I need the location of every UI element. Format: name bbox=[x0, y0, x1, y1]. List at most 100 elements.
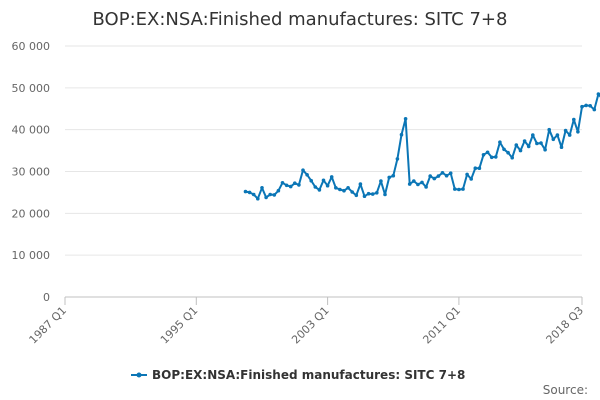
legend-item-label: BOP:EX:NSA:Finished manufactures: SITC 7… bbox=[152, 368, 465, 382]
source-label[interactable]: Source: bbox=[543, 383, 588, 397]
data-point[interactable] bbox=[329, 175, 334, 179]
data-point[interactable] bbox=[576, 130, 580, 134]
data-point[interactable] bbox=[448, 171, 453, 175]
data-point[interactable] bbox=[366, 191, 371, 196]
data-point[interactable] bbox=[580, 104, 584, 109]
data-point[interactable] bbox=[428, 174, 433, 178]
data-point[interactable] bbox=[502, 147, 506, 152]
data-point[interactable] bbox=[461, 187, 465, 191]
data-point[interactable] bbox=[526, 144, 531, 149]
data-point[interactable] bbox=[584, 103, 588, 108]
data-point[interactable] bbox=[313, 185, 318, 189]
data-point[interactable] bbox=[572, 117, 576, 122]
data-point[interactable] bbox=[301, 168, 305, 172]
data-point[interactable] bbox=[255, 196, 260, 201]
y-axis-ticks: 60 000 50 000 40 000 30 000 20 000 10 000 0 bbox=[12, 40, 51, 304]
data-point[interactable] bbox=[362, 194, 367, 198]
y-tick-label: 0 bbox=[43, 291, 50, 304]
data-point[interactable] bbox=[260, 186, 264, 190]
data-point[interactable] bbox=[440, 171, 445, 175]
data-point[interactable] bbox=[247, 190, 252, 195]
y-tick-label: 20 000 bbox=[12, 207, 51, 220]
data-point[interactable] bbox=[391, 173, 396, 178]
data-point[interactable] bbox=[563, 128, 568, 133]
data-point[interactable] bbox=[395, 157, 400, 161]
data-point[interactable] bbox=[494, 155, 498, 159]
data-point[interactable] bbox=[453, 187, 457, 191]
data-point[interactable] bbox=[354, 193, 359, 198]
x-tick-label: 1987 Q1 bbox=[27, 304, 70, 347]
data-point[interactable] bbox=[317, 188, 322, 192]
data-point[interactable] bbox=[481, 153, 486, 157]
data-point[interactable] bbox=[288, 184, 293, 189]
data-point[interactable] bbox=[243, 189, 248, 194]
data-point[interactable] bbox=[555, 133, 560, 137]
data-point[interactable] bbox=[420, 180, 424, 185]
data-point[interactable] bbox=[358, 182, 363, 186]
data-point[interactable] bbox=[379, 179, 383, 183]
data-point[interactable] bbox=[325, 183, 330, 188]
data-point[interactable] bbox=[547, 127, 551, 132]
data-point[interactable] bbox=[272, 193, 277, 197]
data-point[interactable] bbox=[457, 187, 461, 192]
data-point[interactable] bbox=[321, 178, 326, 183]
data-point[interactable] bbox=[596, 92, 600, 96]
data-point[interactable] bbox=[510, 155, 514, 160]
data-point[interactable] bbox=[293, 181, 297, 185]
data-point[interactable] bbox=[424, 185, 428, 189]
data-point[interactable] bbox=[305, 173, 309, 177]
data-point[interactable] bbox=[342, 188, 346, 193]
data-point[interactable] bbox=[535, 141, 539, 146]
data-point[interactable] bbox=[350, 190, 355, 194]
data-point[interactable] bbox=[559, 145, 564, 149]
data-point[interactable] bbox=[498, 140, 502, 144]
data-point[interactable] bbox=[264, 195, 268, 200]
data-point[interactable] bbox=[280, 181, 285, 185]
data-point[interactable] bbox=[506, 150, 510, 155]
data-point[interactable] bbox=[465, 172, 469, 177]
chart-title: BOP:EX:NSA:Finished manufactures: SITC 7… bbox=[93, 9, 508, 30]
data-point[interactable] bbox=[514, 143, 519, 147]
data-point[interactable] bbox=[407, 182, 412, 186]
data-point[interactable] bbox=[531, 133, 535, 137]
data-point[interactable] bbox=[489, 155, 494, 160]
data-point[interactable] bbox=[338, 187, 342, 192]
data-point[interactable] bbox=[551, 137, 556, 142]
data-point[interactable] bbox=[592, 107, 597, 112]
data-point[interactable] bbox=[412, 179, 416, 183]
data-point[interactable] bbox=[567, 133, 572, 137]
data-point[interactable] bbox=[416, 182, 420, 187]
data-point[interactable] bbox=[370, 192, 375, 196]
data-point[interactable] bbox=[473, 166, 478, 170]
data-point[interactable] bbox=[543, 147, 547, 152]
data-point[interactable] bbox=[387, 175, 392, 180]
data-point[interactable] bbox=[403, 117, 408, 121]
data-point[interactable] bbox=[251, 192, 256, 197]
data-point[interactable] bbox=[539, 141, 543, 145]
data-point[interactable] bbox=[276, 188, 281, 193]
data-point[interactable] bbox=[485, 150, 490, 155]
data-point[interactable] bbox=[346, 186, 350, 190]
plot-area bbox=[243, 92, 600, 201]
data-point[interactable] bbox=[469, 177, 474, 181]
legend[interactable]: BOP:EX:NSA:Finished manufactures: SITC 7… bbox=[131, 368, 465, 382]
data-point[interactable] bbox=[436, 174, 441, 178]
data-point[interactable] bbox=[432, 176, 437, 181]
data-point[interactable] bbox=[588, 104, 592, 108]
y-tick-label: 40 000 bbox=[12, 124, 51, 137]
data-point[interactable] bbox=[444, 173, 449, 178]
data-point[interactable] bbox=[518, 148, 523, 153]
x-tick-label: 1995 Q1 bbox=[158, 304, 201, 347]
data-point[interactable] bbox=[309, 178, 314, 183]
data-point[interactable] bbox=[284, 183, 289, 188]
x-axis: 1987 Q1 1995 Q1 2003 Q1 2011 Q1 2018 Q3 bbox=[27, 297, 586, 347]
y-tick-label: 10 000 bbox=[12, 249, 51, 262]
data-point[interactable] bbox=[522, 139, 527, 143]
data-point[interactable] bbox=[268, 192, 273, 197]
data-point[interactable] bbox=[375, 191, 379, 195]
data-point[interactable] bbox=[297, 183, 301, 187]
data-point[interactable] bbox=[334, 186, 338, 190]
data-point[interactable] bbox=[477, 166, 482, 170]
data-point[interactable] bbox=[399, 132, 404, 137]
data-point[interactable] bbox=[383, 192, 387, 197]
